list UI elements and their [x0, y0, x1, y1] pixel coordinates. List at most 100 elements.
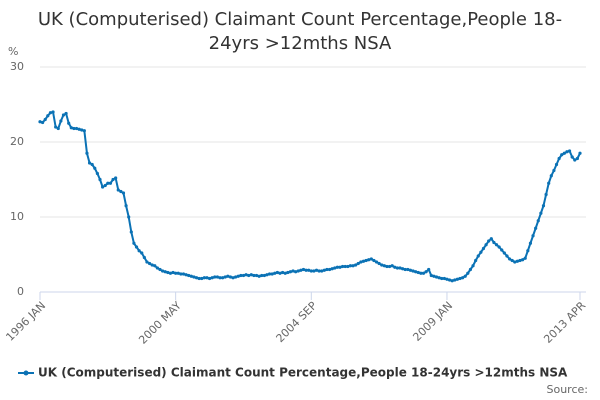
data-point — [346, 264, 350, 269]
data-point — [575, 156, 579, 161]
data-point — [174, 271, 178, 275]
data-point — [166, 270, 170, 275]
data-point — [500, 248, 504, 252]
data-point — [95, 171, 99, 176]
data-point — [236, 274, 240, 278]
data-point — [372, 258, 376, 263]
data-point — [471, 264, 475, 268]
data-point — [434, 275, 439, 279]
data-point — [239, 273, 243, 278]
data-point — [547, 181, 551, 185]
data-point — [202, 276, 206, 280]
data-point — [528, 241, 533, 245]
data-point — [343, 264, 347, 269]
data-point — [374, 260, 379, 264]
data-point — [534, 226, 538, 230]
x-tick-label: 2013 APR — [541, 299, 588, 346]
data-point — [335, 265, 339, 269]
data-point — [241, 273, 246, 278]
legend-marker — [23, 370, 29, 376]
data-point — [487, 239, 491, 243]
data-point — [249, 273, 253, 277]
x-tick-label: 2004 SEP — [274, 299, 320, 345]
data-point — [481, 246, 486, 251]
data-point — [158, 267, 162, 272]
data-point — [147, 261, 152, 266]
data-point — [231, 276, 235, 280]
x-tick-label: 2000 MAY — [136, 299, 184, 347]
data-point — [218, 276, 222, 280]
data-point — [523, 256, 527, 260]
data-point — [385, 264, 389, 269]
data-point — [194, 276, 199, 280]
data-point — [80, 128, 84, 132]
data-point — [387, 264, 392, 269]
data-point — [200, 276, 204, 281]
data-point — [116, 188, 120, 192]
data-point — [124, 204, 128, 208]
data-point — [382, 264, 386, 268]
data-point — [419, 271, 423, 275]
data-point — [398, 266, 402, 270]
data-point — [223, 275, 227, 279]
data-point — [403, 267, 407, 272]
data-point — [541, 204, 546, 208]
data-point — [437, 276, 441, 280]
data-point — [507, 257, 512, 261]
data-point — [557, 156, 561, 161]
data-point — [103, 183, 107, 188]
data-point — [494, 243, 499, 247]
data-point — [406, 267, 410, 272]
data-point — [192, 275, 196, 279]
data-point — [262, 273, 266, 278]
data-point — [466, 271, 470, 275]
data-point — [445, 277, 449, 281]
source: Source: — [547, 383, 589, 396]
data-point — [121, 191, 126, 195]
data-point — [247, 273, 251, 278]
data-point — [179, 272, 183, 276]
data-point — [356, 261, 360, 266]
x-tick-label: 1996 JAN — [3, 299, 48, 344]
data-point — [505, 254, 509, 258]
data-point — [127, 215, 131, 219]
data-point — [330, 267, 334, 271]
data-point — [215, 275, 219, 279]
data-point — [578, 151, 582, 155]
data-point — [226, 274, 230, 278]
data-point — [327, 267, 332, 272]
data-point — [341, 264, 345, 269]
data-point — [142, 255, 146, 260]
data-point — [455, 277, 459, 281]
data-point — [260, 273, 264, 278]
data-point — [453, 278, 457, 282]
data-point — [458, 276, 462, 281]
data-point — [479, 250, 483, 254]
data-point — [129, 230, 133, 234]
data-point — [554, 162, 559, 167]
data-point — [474, 258, 478, 263]
data-point — [497, 245, 501, 249]
data-point — [361, 259, 366, 263]
data-point — [137, 249, 141, 253]
data-point — [521, 258, 525, 262]
data-point — [48, 111, 53, 115]
data-point — [205, 276, 209, 280]
data-point — [395, 266, 399, 270]
data-point — [515, 259, 519, 263]
data-point — [301, 267, 306, 272]
y-axis-label: % — [8, 45, 18, 58]
data-point — [531, 234, 535, 238]
data-point — [69, 126, 73, 130]
data-point — [145, 260, 149, 264]
data-point — [184, 273, 188, 277]
data-point — [288, 270, 293, 274]
data-point — [440, 276, 444, 281]
data-point — [408, 268, 413, 272]
data-point — [150, 263, 154, 267]
data-point — [267, 272, 272, 276]
data-point — [207, 276, 212, 281]
data-point — [43, 117, 47, 122]
data-point — [307, 268, 311, 272]
